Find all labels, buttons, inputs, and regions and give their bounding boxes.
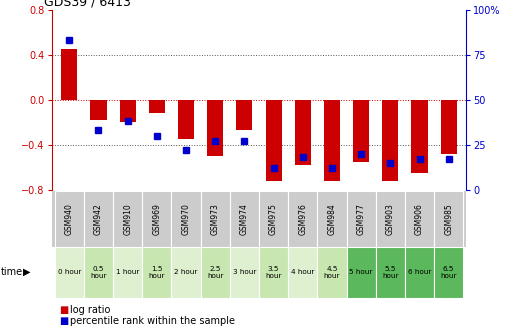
Text: GSM970: GSM970 xyxy=(181,203,191,235)
Bar xyxy=(382,100,398,181)
Bar xyxy=(200,247,230,298)
Bar xyxy=(376,247,405,298)
Text: GSM942: GSM942 xyxy=(94,203,103,235)
Bar xyxy=(91,100,107,120)
Text: 4.5
hour: 4.5 hour xyxy=(324,266,340,279)
Bar xyxy=(259,247,288,298)
Bar xyxy=(142,247,171,298)
Bar xyxy=(236,100,252,130)
Bar xyxy=(376,191,405,247)
Text: GSM976: GSM976 xyxy=(298,203,307,235)
Bar xyxy=(207,100,223,156)
Text: GSM985: GSM985 xyxy=(444,203,453,235)
Bar xyxy=(347,191,376,247)
Text: GSM903: GSM903 xyxy=(386,203,395,235)
Text: ■: ■ xyxy=(60,305,69,315)
Bar xyxy=(84,191,113,247)
Bar xyxy=(230,247,259,298)
Text: GSM969: GSM969 xyxy=(152,203,162,235)
Bar xyxy=(171,191,200,247)
Bar xyxy=(347,247,376,298)
Bar xyxy=(113,191,142,247)
Text: GSM910: GSM910 xyxy=(123,203,132,235)
Bar xyxy=(200,191,230,247)
Text: log ratio: log ratio xyxy=(70,305,110,315)
Text: 0.5
hour: 0.5 hour xyxy=(90,266,107,279)
Bar xyxy=(178,100,194,139)
Text: 2.5
hour: 2.5 hour xyxy=(207,266,223,279)
Text: GDS39 / 6413: GDS39 / 6413 xyxy=(44,0,131,9)
Bar xyxy=(55,191,84,247)
Bar xyxy=(434,191,463,247)
Text: ■: ■ xyxy=(60,316,69,326)
Bar xyxy=(441,100,457,154)
Bar xyxy=(324,100,340,181)
Text: 5 hour: 5 hour xyxy=(350,269,373,275)
Text: 6.5
hour: 6.5 hour xyxy=(440,266,457,279)
Bar xyxy=(84,247,113,298)
Text: GSM975: GSM975 xyxy=(269,203,278,235)
Text: 1 hour: 1 hour xyxy=(116,269,139,275)
Bar xyxy=(266,100,282,181)
Text: 3.5
hour: 3.5 hour xyxy=(265,266,282,279)
Text: GSM974: GSM974 xyxy=(240,203,249,235)
Text: 4 hour: 4 hour xyxy=(291,269,314,275)
Text: GSM973: GSM973 xyxy=(211,203,220,235)
Text: 2 hour: 2 hour xyxy=(175,269,198,275)
Bar xyxy=(149,100,165,113)
Text: 3 hour: 3 hour xyxy=(233,269,256,275)
Text: 5.5
hour: 5.5 hour xyxy=(382,266,398,279)
Bar xyxy=(142,191,171,247)
Bar xyxy=(55,247,84,298)
Bar xyxy=(405,247,434,298)
Text: GSM984: GSM984 xyxy=(327,203,337,235)
Bar xyxy=(411,100,427,173)
Bar xyxy=(113,247,142,298)
Bar xyxy=(318,247,347,298)
Text: time: time xyxy=(1,267,23,277)
Text: 6 hour: 6 hour xyxy=(408,269,431,275)
Bar xyxy=(405,191,434,247)
Bar xyxy=(288,247,318,298)
Bar xyxy=(288,191,318,247)
Bar xyxy=(434,247,463,298)
Text: GSM940: GSM940 xyxy=(65,203,74,235)
Text: 1.5
hour: 1.5 hour xyxy=(149,266,165,279)
Bar xyxy=(318,191,347,247)
Bar xyxy=(61,49,77,100)
Text: percentile rank within the sample: percentile rank within the sample xyxy=(70,316,235,326)
Bar xyxy=(52,191,466,247)
Text: GSM906: GSM906 xyxy=(415,203,424,235)
Text: 0 hour: 0 hour xyxy=(57,269,81,275)
Text: GSM977: GSM977 xyxy=(356,203,366,235)
Bar xyxy=(171,247,200,298)
Bar xyxy=(259,191,288,247)
Bar xyxy=(295,100,311,165)
Bar xyxy=(353,100,369,162)
Bar xyxy=(120,100,136,122)
Text: ▶: ▶ xyxy=(23,267,31,277)
Bar xyxy=(230,191,259,247)
